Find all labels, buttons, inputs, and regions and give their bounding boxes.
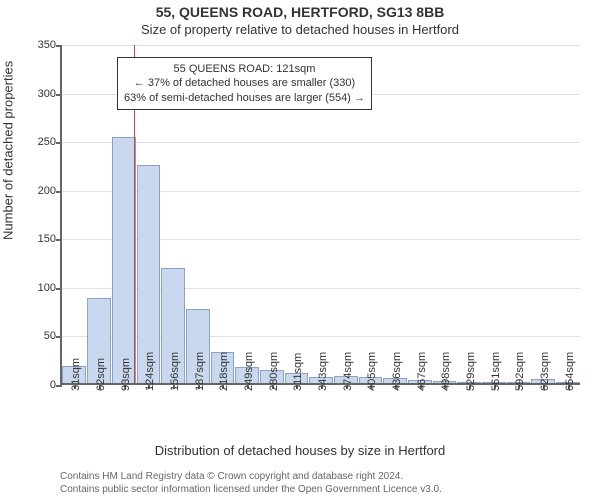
chart-subtitle: Size of property relative to detached ho… xyxy=(0,22,600,37)
x-tick-label: 249sqm xyxy=(243,352,255,391)
y-tick-label: 300 xyxy=(38,88,56,100)
x-tick-label: 218sqm xyxy=(218,352,230,391)
x-tick-label: 467sqm xyxy=(416,352,428,391)
bar xyxy=(137,165,161,383)
x-tick-label: 93sqm xyxy=(120,358,132,391)
annotation-line2: ← 37% of detached houses are smaller (33… xyxy=(124,76,365,90)
y-tick-label: 250 xyxy=(38,136,56,148)
y-tick xyxy=(56,385,62,387)
x-tick-label: 31sqm xyxy=(70,358,82,391)
x-tick-label: 156sqm xyxy=(169,352,181,391)
bar-slot: 31sqm xyxy=(62,45,87,383)
bar-slot: 467sqm xyxy=(407,45,432,383)
x-axis-label: Distribution of detached houses by size … xyxy=(0,443,600,458)
bar-slot: 62sqm xyxy=(87,45,112,383)
y-tick-label: 200 xyxy=(38,185,56,197)
y-tick-label: 350 xyxy=(38,39,56,51)
y-tick-label: 150 xyxy=(38,233,56,245)
footer-line2: Contains public sector information licen… xyxy=(60,483,442,496)
x-tick-label: 592sqm xyxy=(514,352,526,391)
x-tick-label: 311sqm xyxy=(292,353,304,391)
chart-title: 55, QUEENS ROAD, HERTFORD, SG13 8BB xyxy=(0,4,600,20)
x-tick-label: 62sqm xyxy=(95,358,107,391)
x-tick-label: 529sqm xyxy=(465,352,477,391)
bar xyxy=(112,137,136,383)
bar-slot: 623sqm xyxy=(531,45,556,383)
x-tick-label: 124sqm xyxy=(144,352,156,391)
chart-container: 55, QUEENS ROAD, HERTFORD, SG13 8BB Size… xyxy=(0,0,600,500)
x-tick-label: 343sqm xyxy=(317,352,329,391)
x-tick-label: 436sqm xyxy=(391,352,403,391)
y-tick-label: 50 xyxy=(44,330,56,342)
x-tick-label: 374sqm xyxy=(342,352,354,391)
x-tick-label: 561sqm xyxy=(490,352,502,391)
annotation-line3: 63% of semi-detached houses are larger (… xyxy=(124,91,365,105)
x-tick-label: 654sqm xyxy=(564,352,576,391)
x-tick-label: 280sqm xyxy=(268,352,280,391)
x-tick-label: 187sqm xyxy=(194,352,206,391)
bar-slot: 592sqm xyxy=(506,45,531,383)
y-tick-label: 0 xyxy=(50,379,56,391)
plot-area: 050100150200250300350 31sqm62sqm93sqm124… xyxy=(60,45,580,385)
y-axis-label: Number of detached properties xyxy=(1,61,16,240)
footer-line1: Contains HM Land Registry data © Crown c… xyxy=(60,470,442,483)
x-tick-label: 498sqm xyxy=(440,352,452,391)
bar-slot: 436sqm xyxy=(383,45,408,383)
x-tick-label: 623sqm xyxy=(539,352,551,391)
annotation-line1: 55 QUEENS ROAD: 121sqm xyxy=(124,62,365,76)
bar-slot: 498sqm xyxy=(432,45,457,383)
x-tick-label: 405sqm xyxy=(366,352,378,391)
bar-slot: 529sqm xyxy=(457,45,482,383)
y-tick-label: 100 xyxy=(38,282,56,294)
footer-attribution: Contains HM Land Registry data © Crown c… xyxy=(60,470,442,496)
bar-slot: 654sqm xyxy=(555,45,580,383)
bar-slot: 561sqm xyxy=(481,45,506,383)
annotation-box: 55 QUEENS ROAD: 121sqm ← 37% of detached… xyxy=(117,57,372,110)
